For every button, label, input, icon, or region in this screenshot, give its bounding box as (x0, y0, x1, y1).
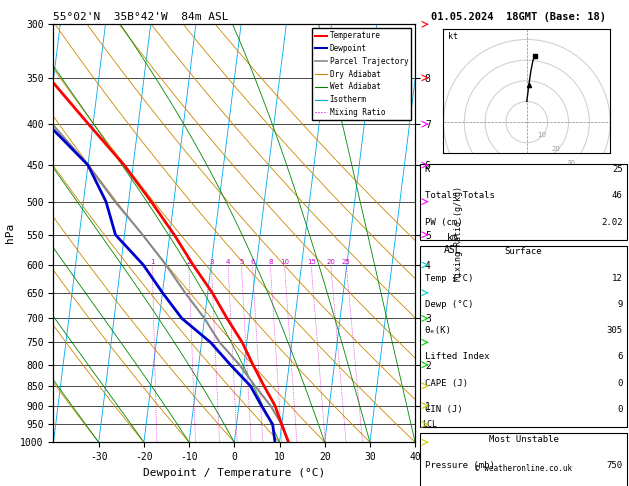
Text: 10: 10 (280, 259, 289, 265)
Text: 9: 9 (617, 300, 623, 309)
Text: 15: 15 (307, 259, 316, 265)
Text: 20: 20 (326, 259, 335, 265)
Text: Most Unstable: Most Unstable (489, 434, 559, 444)
Y-axis label: km
ASL: km ASL (444, 233, 462, 255)
Text: 25: 25 (612, 165, 623, 174)
Text: Surface: Surface (505, 247, 542, 256)
Text: 8: 8 (268, 259, 272, 265)
Text: 750: 750 (606, 461, 623, 470)
Text: CIN (J): CIN (J) (425, 405, 462, 414)
Text: 20: 20 (552, 146, 560, 152)
Text: 1: 1 (150, 259, 154, 265)
Text: Temp (°C): Temp (°C) (425, 274, 473, 282)
Text: 0: 0 (617, 379, 623, 388)
Legend: Temperature, Dewpoint, Parcel Trajectory, Dry Adiabat, Wet Adiabat, Isotherm, Mi: Temperature, Dewpoint, Parcel Trajectory… (312, 28, 411, 120)
Text: PW (cm): PW (cm) (425, 218, 462, 227)
Text: 55°02'N  35B°42'W  84m ASL: 55°02'N 35B°42'W 84m ASL (53, 12, 229, 22)
Text: 25: 25 (342, 259, 350, 265)
Text: Totals Totals: Totals Totals (425, 191, 494, 200)
Text: 10: 10 (537, 132, 546, 138)
Text: θₑ(K): θₑ(K) (425, 326, 452, 335)
Text: 30: 30 (566, 160, 575, 167)
Text: K: K (425, 165, 430, 174)
Text: 6: 6 (250, 259, 255, 265)
Text: 12: 12 (612, 274, 623, 282)
Text: Pressure (mb): Pressure (mb) (425, 461, 494, 470)
Bar (420, 433, 627, 486)
Text: © weatheronline.co.uk: © weatheronline.co.uk (475, 464, 572, 473)
Y-axis label: hPa: hPa (4, 223, 14, 243)
Bar (420, 245, 627, 427)
Text: 01.05.2024  18GMT (Base: 18): 01.05.2024 18GMT (Base: 18) (431, 12, 606, 22)
Text: kt: kt (448, 33, 458, 41)
Bar (420, 163, 627, 240)
Text: 0: 0 (617, 405, 623, 414)
X-axis label: Dewpoint / Temperature (°C): Dewpoint / Temperature (°C) (143, 468, 325, 478)
Text: LCL: LCL (422, 420, 437, 429)
Text: 2.02: 2.02 (601, 218, 623, 227)
Text: 4: 4 (226, 259, 230, 265)
Text: Lifted Index: Lifted Index (425, 352, 489, 362)
Text: 6: 6 (617, 352, 623, 362)
Text: Dewp (°C): Dewp (°C) (425, 300, 473, 309)
Text: 46: 46 (612, 191, 623, 200)
Text: 5: 5 (239, 259, 243, 265)
Text: CAPE (J): CAPE (J) (425, 379, 467, 388)
Text: 305: 305 (606, 326, 623, 335)
Text: 3: 3 (209, 259, 214, 265)
Text: Mixing Ratio (g/kg): Mixing Ratio (g/kg) (454, 186, 463, 281)
Text: 2: 2 (187, 259, 191, 265)
